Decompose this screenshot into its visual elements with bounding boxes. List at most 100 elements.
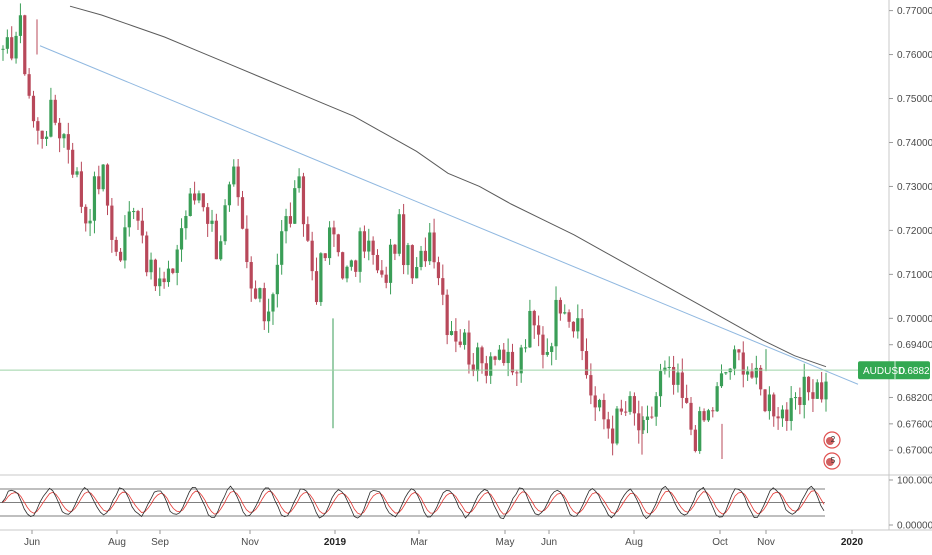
candle-body[interactable] (423, 250, 427, 262)
candle-body[interactable] (362, 231, 367, 252)
candle-body[interactable] (484, 363, 488, 376)
candle-body[interactable] (210, 220, 214, 224)
candle-body[interactable] (149, 259, 153, 273)
candle-body[interactable] (802, 376, 806, 405)
candle-body[interactable] (293, 188, 297, 224)
candle-body[interactable] (284, 216, 288, 232)
candle-body[interactable] (671, 366, 676, 385)
candle-body[interactable] (75, 171, 79, 175)
candle-body[interactable] (323, 253, 327, 259)
candle-body[interactable] (188, 193, 192, 216)
candle-body[interactable] (489, 356, 493, 376)
candle-body[interactable] (493, 356, 497, 360)
candle-body[interactable] (58, 122, 62, 139)
candle-body[interactable] (201, 193, 205, 208)
candle-body[interactable] (519, 347, 523, 374)
candle-body[interactable] (349, 260, 353, 267)
candle-body[interactable] (14, 35, 18, 59)
candle-body[interactable] (388, 244, 393, 283)
candle-body[interactable] (815, 382, 819, 399)
candle-body[interactable] (584, 351, 589, 376)
candle-body[interactable] (658, 371, 663, 397)
oscillator-main-line[interactable] (1, 485, 825, 520)
candle-body[interactable] (715, 386, 719, 412)
candle-body[interactable] (354, 260, 358, 272)
candle-body[interactable] (772, 394, 776, 417)
candle-body[interactable] (123, 227, 127, 261)
candle-body[interactable] (685, 397, 689, 403)
candle-body[interactable] (506, 351, 510, 364)
candle-body[interactable] (445, 294, 449, 336)
candle-body[interactable] (698, 411, 702, 452)
candle-body[interactable] (711, 410, 715, 412)
candle-body[interactable] (550, 346, 554, 352)
candle-body[interactable] (23, 15, 27, 75)
candle-body[interactable] (602, 399, 606, 420)
candle-body[interactable] (153, 259, 158, 287)
candle-body[interactable] (66, 134, 70, 150)
candle-body[interactable] (741, 352, 745, 375)
candle-body[interactable] (611, 428, 615, 444)
candle-body[interactable] (358, 231, 362, 272)
oscillator-pane[interactable] (0, 485, 825, 520)
candle-body[interactable] (785, 409, 789, 422)
candle-body[interactable] (515, 372, 519, 374)
candle-body[interactable] (105, 164, 110, 206)
candle-body[interactable] (162, 278, 166, 283)
candle-body[interactable] (558, 299, 562, 314)
candle-body[interactable] (206, 207, 210, 224)
candle-body[interactable] (806, 376, 811, 393)
candle-body[interactable] (650, 416, 654, 418)
candle-body[interactable] (467, 332, 471, 365)
candle-body[interactable] (301, 176, 306, 225)
candle-body[interactable] (136, 211, 140, 221)
candle-body[interactable] (415, 267, 419, 279)
candle-body[interactable] (245, 228, 249, 263)
candle-body[interactable] (767, 394, 771, 412)
candle-body[interactable] (402, 214, 406, 266)
candle-body[interactable] (441, 278, 445, 295)
candle-body[interactable] (615, 408, 619, 444)
candle-body[interactable] (497, 349, 502, 360)
candle-body[interactable] (567, 312, 571, 322)
candle-body[interactable] (476, 347, 480, 372)
candle-body[interactable] (275, 264, 279, 295)
candle-body[interactable] (541, 334, 545, 355)
candle-body[interactable] (702, 411, 706, 421)
candle-body[interactable] (776, 416, 780, 419)
candle-body[interactable] (393, 244, 397, 254)
candle-body[interactable] (759, 367, 763, 390)
candle-body[interactable] (262, 288, 266, 322)
candle-body[interactable] (406, 245, 410, 266)
candle-body[interactable] (371, 240, 375, 255)
candle-body[interactable] (253, 288, 258, 299)
candle-body[interactable] (197, 193, 201, 201)
candle-body[interactable] (820, 382, 824, 400)
main-pane[interactable] (0, 0, 889, 475)
candle-body[interactable] (332, 227, 336, 235)
candle-body[interactable] (397, 214, 401, 254)
candle-body[interactable] (654, 396, 658, 417)
candle-body[interactable] (436, 262, 441, 279)
candle-body[interactable] (192, 193, 197, 201)
candle-body[interactable] (597, 399, 602, 408)
candle-body[interactable] (288, 216, 292, 224)
candle-body[interactable] (606, 419, 610, 429)
candle-body[interactable] (249, 262, 253, 289)
candle-body[interactable] (319, 253, 323, 303)
candle-body[interactable] (5, 37, 9, 49)
candle-body[interactable] (240, 197, 245, 229)
time-axis[interactable]: Jun Aug Sep Nov 2019 Mar May Jun Aug Oct Nov 2020 (24, 530, 864, 548)
candle-body[interactable] (341, 252, 345, 279)
candle-body[interactable] (118, 251, 123, 261)
candle-body[interactable] (40, 130, 44, 139)
candle-body[interactable] (750, 371, 754, 378)
candle-body[interactable] (219, 241, 223, 260)
candle-body[interactable] (297, 176, 301, 189)
candle-body[interactable] (166, 268, 171, 283)
candle-body[interactable] (754, 367, 758, 378)
candle-body[interactable] (92, 176, 97, 221)
candle-body[interactable] (667, 366, 671, 368)
price-axis[interactable]: 0.77000 0.76000 0.75000 0.74000 0.73000 0.720… (889, 6, 932, 457)
